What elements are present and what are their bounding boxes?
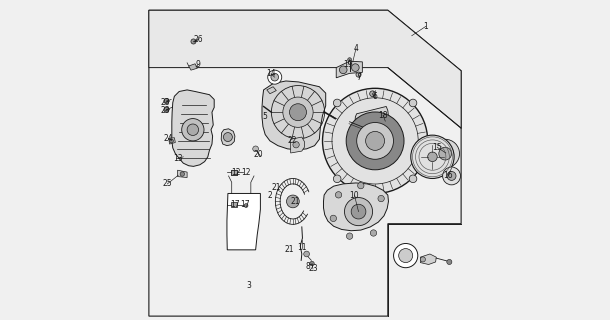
Text: 20: 20 [253,150,263,159]
Circle shape [411,135,454,179]
Text: 11: 11 [297,243,307,252]
Circle shape [191,39,196,44]
Circle shape [253,146,259,152]
Text: 17: 17 [231,200,240,209]
Circle shape [370,230,377,236]
Polygon shape [355,107,389,138]
Text: 14: 14 [266,69,275,78]
Polygon shape [188,64,197,70]
Circle shape [323,88,428,194]
Circle shape [447,260,452,265]
Text: 8: 8 [306,262,310,271]
Polygon shape [178,170,187,178]
Circle shape [399,249,413,263]
Circle shape [310,261,314,266]
Circle shape [336,192,342,198]
Circle shape [351,204,366,219]
Circle shape [428,152,437,162]
Bar [231,170,237,175]
Circle shape [283,97,313,127]
Circle shape [223,132,232,141]
Text: 12: 12 [231,168,240,177]
Polygon shape [262,81,326,150]
Circle shape [339,66,347,74]
Text: 10: 10 [350,190,359,200]
Circle shape [293,141,300,148]
Polygon shape [227,194,260,250]
Text: 1: 1 [424,22,428,31]
Circle shape [170,139,173,143]
Text: 23: 23 [160,106,170,115]
Circle shape [420,257,425,262]
Text: 22: 22 [287,136,297,145]
Circle shape [439,147,451,160]
Circle shape [330,215,337,221]
Polygon shape [149,10,461,128]
Circle shape [431,139,459,168]
Text: 3: 3 [247,281,252,290]
Text: 25: 25 [162,180,172,188]
Text: 21: 21 [290,197,300,206]
Circle shape [409,175,417,183]
Circle shape [333,99,341,107]
Text: 24: 24 [164,134,173,143]
Polygon shape [323,183,389,231]
Polygon shape [168,138,175,144]
Circle shape [378,196,384,202]
Circle shape [393,244,418,268]
Polygon shape [172,90,214,166]
Circle shape [187,124,199,135]
Circle shape [357,123,393,159]
Text: 15: 15 [432,143,442,152]
Text: 21: 21 [284,245,294,254]
Circle shape [370,91,375,97]
Circle shape [287,195,300,208]
Circle shape [447,172,456,180]
Circle shape [443,167,461,185]
Polygon shape [221,129,235,146]
Text: 6: 6 [373,92,378,101]
Text: 2: 2 [268,190,272,200]
Polygon shape [336,61,362,78]
Circle shape [244,204,248,207]
Text: 12: 12 [242,168,251,177]
Circle shape [304,251,309,257]
Circle shape [356,72,361,77]
Polygon shape [149,10,461,316]
Circle shape [357,182,364,189]
Circle shape [346,112,404,170]
Bar [231,202,237,207]
Circle shape [268,70,282,84]
Polygon shape [420,254,436,265]
Bar [231,170,237,175]
Circle shape [290,104,306,121]
Circle shape [348,58,351,61]
Circle shape [351,64,359,71]
Polygon shape [267,87,276,94]
Text: 19: 19 [343,60,353,69]
Text: 26: 26 [193,35,203,44]
Text: 13: 13 [174,154,184,163]
Circle shape [164,99,169,104]
Circle shape [346,233,353,239]
Text: 4: 4 [354,44,359,53]
Text: 9: 9 [196,60,201,69]
Circle shape [345,197,373,226]
Text: 5: 5 [263,113,268,122]
Polygon shape [290,137,304,153]
Text: 17: 17 [240,200,250,209]
Text: 23: 23 [160,98,170,107]
Circle shape [182,119,204,141]
Text: 23: 23 [308,264,318,274]
Circle shape [365,132,384,150]
Text: 16: 16 [443,172,453,180]
Text: 21: 21 [271,183,281,192]
Text: 18: 18 [378,111,388,120]
Text: 7: 7 [357,73,362,82]
Circle shape [409,99,417,107]
Circle shape [271,73,279,81]
Circle shape [333,175,341,183]
Circle shape [164,107,169,112]
Circle shape [180,172,185,176]
